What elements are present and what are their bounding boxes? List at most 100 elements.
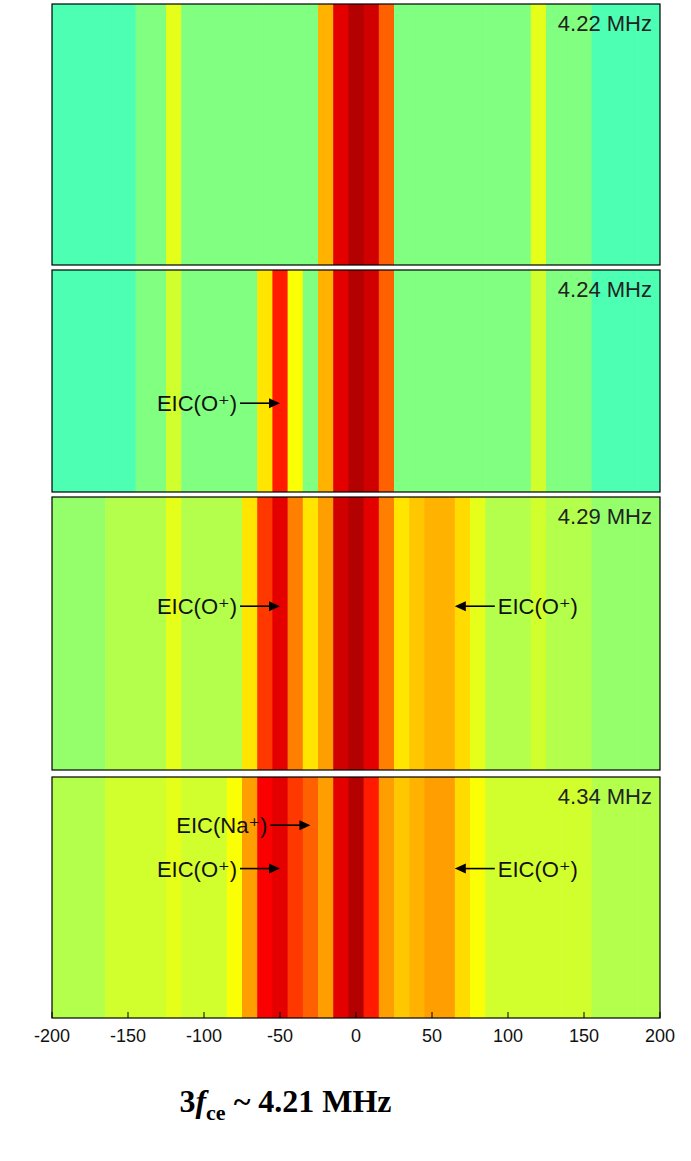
heat-cell	[592, 777, 608, 1018]
caption-part: ce	[206, 1100, 226, 1125]
heat-cell	[637, 4, 653, 265]
heat-cell	[136, 270, 152, 492]
heat-cell	[607, 497, 623, 770]
annotation-label: EIC(O⁺)	[498, 857, 578, 882]
heat-cell	[622, 270, 638, 492]
heat-cell	[622, 4, 638, 265]
annotation-arrow	[240, 601, 280, 611]
heat-cell	[531, 270, 547, 492]
heat-cell	[52, 777, 60, 1018]
annotation-label: EIC(O⁺)	[157, 391, 237, 416]
heat-cell	[288, 777, 304, 1018]
annotation-label: EIC(O⁺)	[157, 594, 237, 619]
heat-cell	[409, 777, 425, 1018]
heat-cell	[394, 777, 410, 1018]
heat-cell	[136, 4, 152, 265]
heat-cell	[333, 4, 349, 265]
annotation-label: EIC(O⁺)	[498, 594, 578, 619]
heat-cell	[105, 270, 121, 492]
heat-cell	[424, 270, 440, 492]
x-tick-label: 0	[351, 1026, 361, 1046]
heat-cell	[242, 4, 258, 265]
heat-cell	[348, 497, 364, 770]
heat-cell	[592, 270, 608, 492]
figure: 4.22 MHz4.24 MHzEIC(O⁺)4.29 MHzEIC(O⁺)EI…	[0, 0, 691, 1161]
heat-cell	[166, 4, 182, 265]
heat-cell	[60, 270, 76, 492]
annotation-arrow	[240, 398, 280, 408]
x-tick	[280, 1012, 281, 1018]
heat-cell	[470, 497, 486, 770]
heat-cell	[379, 270, 395, 492]
caption: 3fce ~ 4.21 MHz	[179, 1083, 391, 1125]
caption-part: ~ 4.21 MHz	[226, 1083, 392, 1119]
heat-cell	[531, 777, 547, 1018]
heat-cell	[333, 777, 349, 1018]
heat-cell	[470, 777, 486, 1018]
x-tick-label: 50	[422, 1026, 442, 1046]
heat-cell	[592, 497, 608, 770]
x-tick	[52, 1012, 53, 1018]
heat-cell	[546, 497, 562, 770]
x-tick	[660, 1012, 661, 1018]
heat-cell	[90, 270, 106, 492]
x-tick	[508, 1012, 509, 1018]
heat-cell	[485, 270, 501, 492]
x-tick-label: -50	[267, 1026, 293, 1046]
panel-frame	[52, 4, 660, 265]
heat-cell	[576, 777, 592, 1018]
heat-cell	[652, 777, 660, 1018]
heat-cell	[607, 4, 623, 265]
heat-cell	[561, 4, 577, 265]
heat-cell	[637, 777, 653, 1018]
heat-cell	[485, 497, 501, 770]
heat-cell	[151, 777, 167, 1018]
heat-cell	[303, 270, 319, 492]
heat-cell	[622, 497, 638, 770]
heat-cell	[561, 270, 577, 492]
annotation-arrow	[455, 601, 495, 611]
heat-cell	[303, 4, 319, 265]
heat-cell	[379, 497, 395, 770]
heat-cell	[394, 4, 410, 265]
heat-cell	[318, 497, 334, 770]
heat-cell	[561, 497, 577, 770]
heat-cell	[364, 497, 380, 770]
heat-cell	[60, 4, 76, 265]
panel-label: 4.34 MHz	[558, 784, 652, 809]
heat-cell	[105, 777, 121, 1018]
heat-cell	[75, 777, 91, 1018]
x-tick-label: 150	[569, 1026, 599, 1046]
heat-cell	[379, 777, 395, 1018]
heat-cell	[652, 4, 660, 265]
heat-cell	[181, 497, 197, 770]
heat-cell	[288, 497, 304, 770]
heat-cell	[516, 4, 532, 265]
heat-cell	[485, 4, 501, 265]
heat-cell	[561, 777, 577, 1018]
heat-cell	[166, 270, 182, 492]
panel-frame	[52, 270, 660, 492]
heat-cell	[470, 270, 486, 492]
heat-cell	[166, 497, 182, 770]
heat-cell	[120, 777, 136, 1018]
heat-cell	[455, 777, 471, 1018]
heat-cell	[333, 497, 349, 770]
x-tick	[356, 1012, 357, 1018]
heat-cell	[227, 4, 243, 265]
annotation-label: EIC(Na⁺)	[176, 813, 267, 838]
heat-cell	[90, 497, 106, 770]
heat-cell	[151, 270, 167, 492]
heat-cell	[424, 777, 440, 1018]
heat-cell	[364, 4, 380, 265]
panel-frame	[52, 777, 660, 1018]
heat-cell	[637, 270, 653, 492]
heat-cell	[440, 777, 456, 1018]
heat-cell	[272, 4, 288, 265]
heat-cell	[516, 270, 532, 492]
heat-cell	[181, 4, 197, 265]
heat-cell	[242, 497, 258, 770]
heat-cell	[546, 777, 562, 1018]
heat-cell	[196, 497, 212, 770]
heat-cell	[196, 270, 212, 492]
